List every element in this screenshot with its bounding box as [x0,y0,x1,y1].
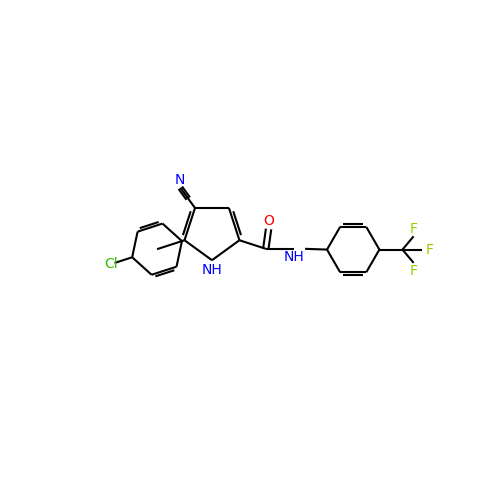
Text: F: F [426,242,434,256]
Text: NH: NH [202,263,222,277]
Text: F: F [410,222,418,235]
Text: N: N [174,173,185,187]
Text: F: F [410,264,418,278]
Text: NH: NH [284,250,304,264]
Text: Cl: Cl [104,257,118,271]
Text: O: O [264,214,274,228]
